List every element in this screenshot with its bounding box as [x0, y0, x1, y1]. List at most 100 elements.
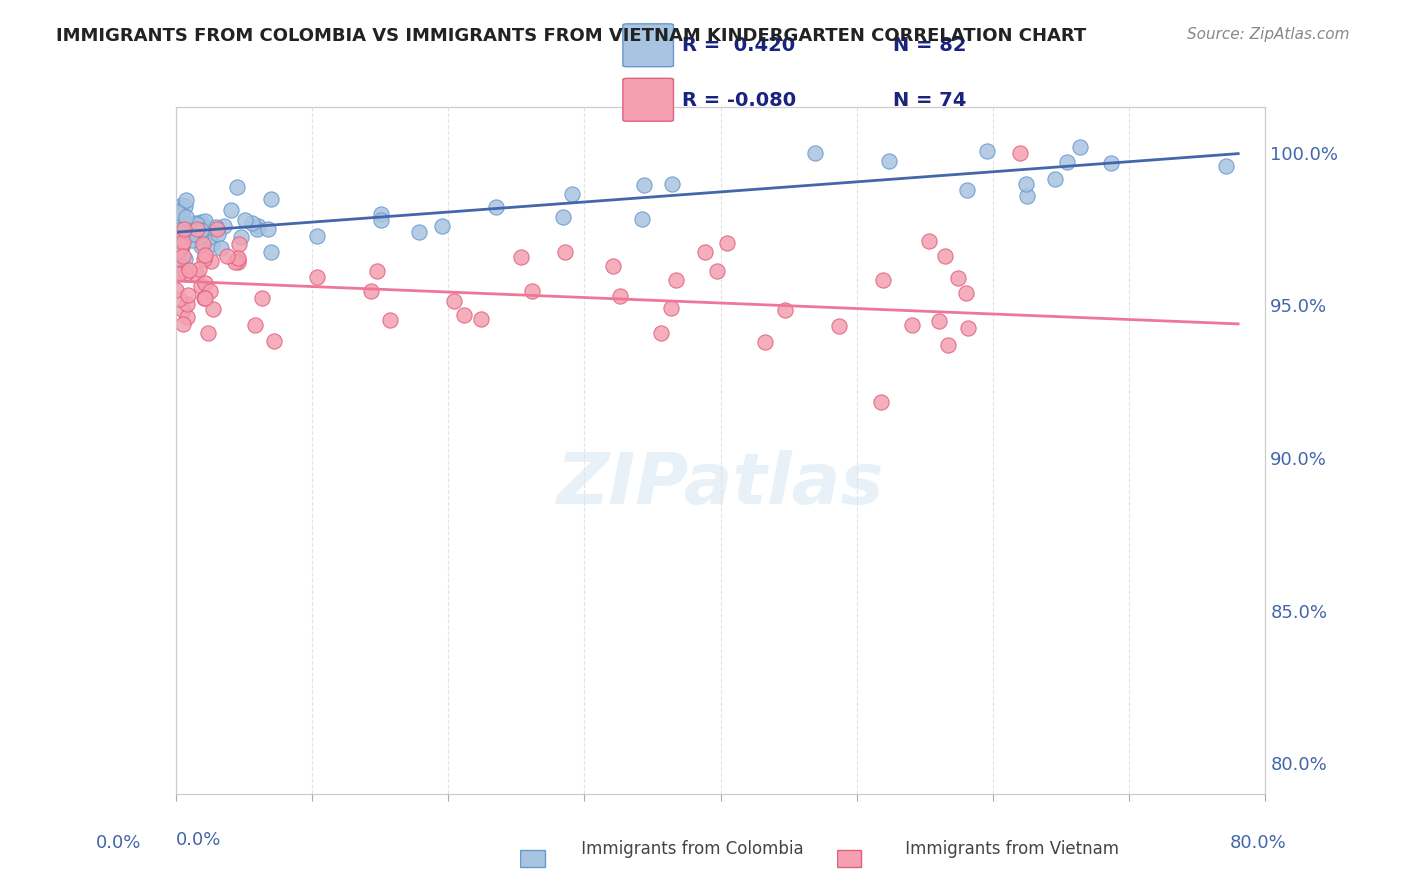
Colombia	[186, 217, 208, 231]
Text: IMMIGRANTS FROM COLOMBIA VS IMMIGRANTS FROM VIETNAM KINDERGARTEN CORRELATION CHA: IMMIGRANTS FROM COLOMBIA VS IMMIGRANTS F…	[56, 27, 1087, 45]
Colombia	[561, 186, 583, 201]
Colombia	[177, 228, 200, 243]
Vietnam	[172, 318, 194, 332]
Vietnam	[901, 318, 924, 332]
Vietnam	[948, 271, 970, 285]
Text: 0.0%: 0.0%	[96, 834, 141, 852]
Vietnam	[176, 310, 198, 325]
Colombia	[166, 233, 188, 247]
Colombia	[170, 223, 193, 237]
Vietnam	[659, 301, 682, 316]
Colombia	[370, 207, 392, 221]
Colombia	[188, 228, 211, 243]
Vietnam	[934, 249, 956, 263]
Vietnam	[522, 284, 544, 298]
Vietnam	[193, 291, 215, 305]
Vietnam	[191, 236, 214, 251]
Colombia	[173, 224, 195, 238]
Vietnam	[650, 326, 672, 340]
Vietnam	[202, 302, 225, 317]
Colombia	[169, 244, 191, 258]
Vietnam	[706, 264, 728, 278]
Colombia	[260, 245, 283, 260]
Vietnam	[956, 321, 979, 335]
Colombia	[174, 193, 197, 207]
Vietnam	[305, 269, 328, 284]
Colombia	[233, 212, 256, 227]
Text: Source: ZipAtlas.com: Source: ZipAtlas.com	[1187, 27, 1350, 42]
Colombia	[231, 230, 253, 244]
Vietnam	[217, 249, 239, 263]
Vietnam	[453, 308, 475, 322]
Colombia	[307, 228, 329, 243]
Colombia	[194, 214, 217, 228]
Colombia	[169, 201, 191, 215]
Vietnam	[226, 254, 249, 268]
Colombia	[174, 217, 197, 231]
Vietnam	[193, 248, 215, 262]
Vietnam	[872, 273, 894, 287]
Vietnam	[693, 245, 716, 260]
Vietnam	[716, 236, 738, 251]
Colombia	[167, 218, 190, 232]
Colombia	[170, 239, 193, 253]
Colombia	[209, 242, 232, 256]
Colombia	[631, 212, 654, 227]
Colombia	[184, 216, 207, 230]
Colombia	[260, 192, 283, 206]
Colombia	[176, 210, 198, 224]
Vietnam	[470, 311, 492, 326]
Colombia	[219, 203, 242, 218]
Colombia	[190, 215, 212, 229]
Vietnam	[186, 222, 208, 236]
Vietnam	[510, 251, 533, 265]
Colombia	[485, 200, 508, 214]
Vietnam	[224, 254, 246, 268]
Colombia	[246, 221, 269, 235]
Vietnam	[194, 277, 217, 291]
Vietnam	[165, 283, 187, 297]
Vietnam	[167, 267, 190, 281]
Vietnam	[172, 235, 194, 249]
Vietnam	[228, 237, 250, 252]
Colombia	[432, 219, 454, 234]
Vietnam	[167, 233, 190, 247]
Colombia	[170, 208, 193, 222]
Colombia	[256, 222, 278, 236]
Colombia	[180, 219, 202, 234]
Colombia	[976, 144, 998, 158]
Text: N = 74: N = 74	[893, 91, 966, 110]
Vietnam	[167, 292, 190, 306]
Colombia	[166, 223, 188, 237]
Vietnam	[172, 249, 194, 263]
Vietnam	[198, 284, 221, 298]
Colombia	[1043, 171, 1066, 186]
Colombia	[195, 219, 218, 234]
Colombia	[166, 204, 188, 219]
Text: ZIPatlas: ZIPatlas	[557, 450, 884, 519]
Colombia	[174, 220, 197, 235]
Bar	[837, 849, 860, 867]
Vietnam	[955, 286, 977, 301]
Colombia	[169, 216, 191, 230]
Colombia	[207, 227, 229, 241]
Vietnam	[173, 222, 195, 236]
Colombia	[170, 209, 193, 223]
Colombia	[184, 218, 207, 232]
Vietnam	[179, 262, 201, 277]
Text: Immigrants from Vietnam: Immigrants from Vietnam	[858, 840, 1119, 858]
Vietnam	[245, 318, 267, 332]
Vietnam	[773, 302, 796, 317]
Vietnam	[754, 335, 776, 350]
Colombia	[1215, 159, 1237, 173]
Vietnam	[443, 293, 465, 308]
Colombia	[205, 219, 228, 234]
Colombia	[166, 227, 188, 242]
Text: R = -0.080: R = -0.080	[682, 91, 796, 110]
Vietnam	[226, 251, 249, 265]
Colombia	[172, 198, 194, 212]
Colombia	[181, 233, 204, 247]
Colombia	[170, 207, 193, 221]
Vietnam	[928, 313, 950, 327]
Vietnam	[226, 253, 249, 268]
